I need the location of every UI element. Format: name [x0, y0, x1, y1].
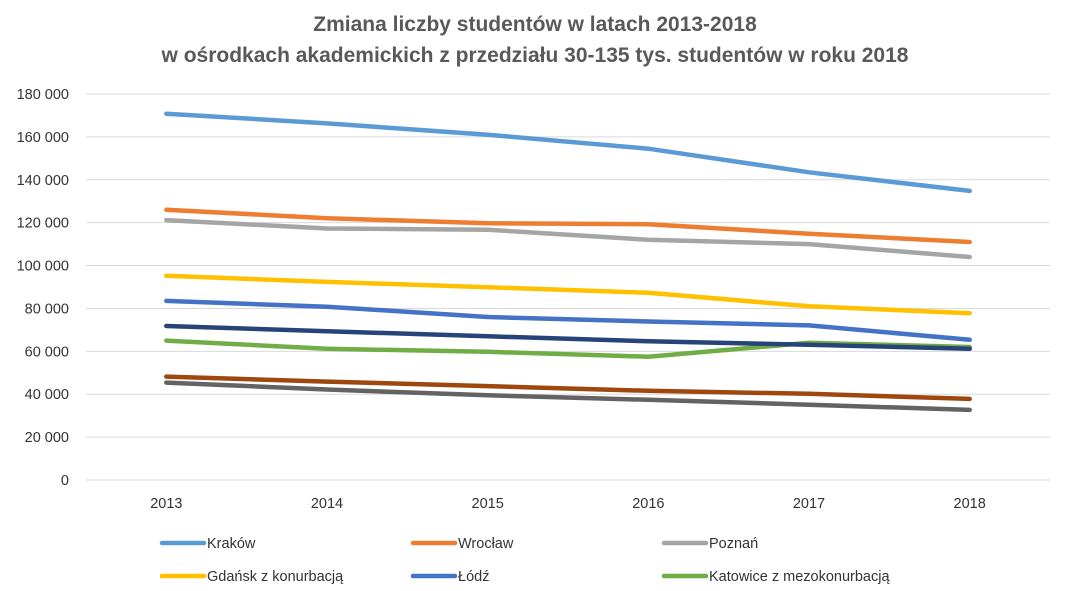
- legend-label-4: Łódź: [458, 569, 489, 585]
- series-line-8: [164, 380, 972, 413]
- y-tick-label-0: 0: [61, 473, 69, 489]
- series-line-4: [164, 298, 972, 343]
- legend-label-2: Poznań: [709, 536, 758, 552]
- y-tick-label-7: 140 000: [17, 173, 69, 189]
- y-tick-label-5: 100 000: [17, 259, 69, 275]
- y-tick-label-3: 60 000: [25, 344, 69, 360]
- legend-label-1: Wrocław: [458, 536, 514, 552]
- y-tick-label-6: 120 000: [17, 216, 69, 232]
- series-line-6: [164, 323, 972, 352]
- y-tick-label-1: 20 000: [25, 430, 69, 446]
- chart-title-line-1: Zmiana liczby studentów w latach 2013-20…: [313, 13, 757, 36]
- series-line-1: [164, 207, 972, 245]
- chart-title-line-2: w ośrodkach akademickich z przedziału 30…: [161, 44, 909, 67]
- legend-label-5: Katowice z mezokonurbacją: [709, 569, 890, 585]
- legend: Kraków Wrocław Poznań Gdańsk z konurbacją Łó…: [159, 536, 890, 585]
- series-line-3: [164, 273, 972, 316]
- x-tick-label-2018: 2018: [954, 496, 986, 512]
- y-tick-label-9: 180 000: [17, 87, 69, 103]
- series-lines: [164, 111, 972, 413]
- legend-label-3: Gdańsk z konurbacją: [207, 569, 344, 585]
- x-axis-ticks: 2013 2014 2015 2016 2017 2018: [150, 496, 986, 512]
- series-line-7: [164, 374, 972, 402]
- x-tick-label-2013: 2013: [150, 496, 182, 512]
- x-tick-label-2015: 2015: [472, 496, 504, 512]
- x-tick-label-2016: 2016: [632, 496, 664, 512]
- x-tick-label-2014: 2014: [311, 496, 343, 512]
- gridlines: [86, 93, 1050, 481]
- y-tick-label-2: 40 000: [25, 387, 69, 403]
- series-line-0: [164, 111, 972, 194]
- series-line-2: [164, 217, 972, 260]
- y-axis-ticks: 0 20 000 40 000 60 000 80 000 100 000 120 000 1…: [17, 87, 69, 489]
- legend-label-0: Kraków: [207, 536, 256, 552]
- y-tick-label-4: 80 000: [25, 301, 69, 317]
- series-line-5: [164, 338, 972, 359]
- x-tick-label-2017: 2017: [793, 496, 825, 512]
- y-tick-label-8: 160 000: [17, 130, 69, 146]
